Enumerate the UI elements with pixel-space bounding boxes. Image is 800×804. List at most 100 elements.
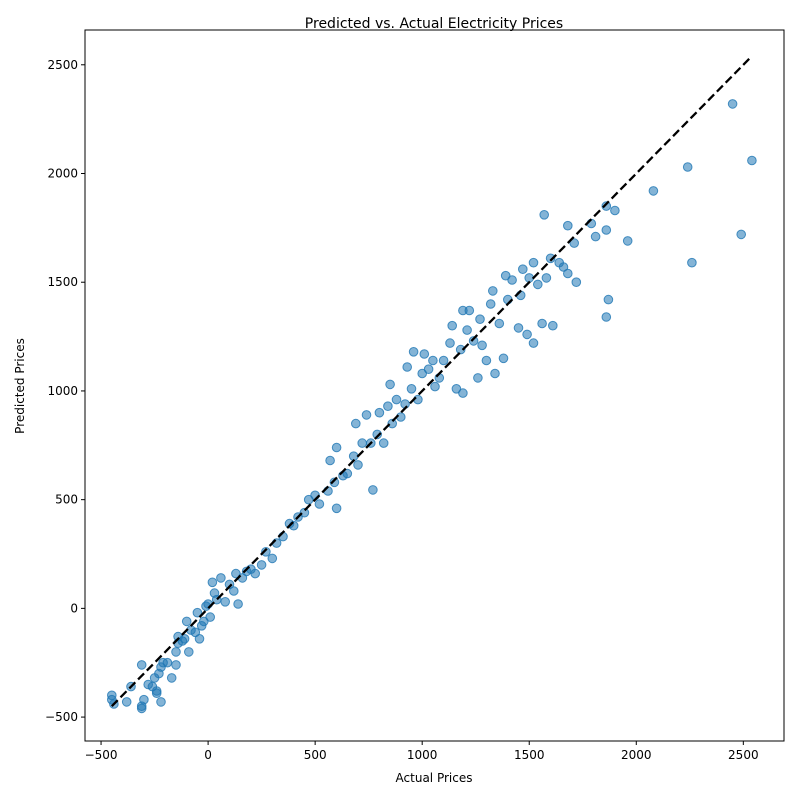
data-point: [136, 660, 147, 670]
data-point: [601, 312, 612, 322]
data-point: [250, 568, 260, 579]
x-axis-label: Actual Prices: [396, 771, 473, 785]
data-point: [601, 201, 612, 211]
x-tick-label: 1000: [407, 748, 438, 762]
x-tick-label: 0: [204, 748, 212, 762]
data-point: [385, 379, 395, 390]
reference-line: [110, 55, 753, 708]
data-point: [408, 347, 419, 357]
data-point: [402, 362, 413, 372]
data-point: [368, 485, 378, 495]
data-point: [205, 612, 215, 622]
data-point: [571, 277, 582, 288]
y-tick-label: 2500: [47, 58, 78, 72]
data-point: [374, 407, 385, 418]
data-point: [361, 410, 372, 420]
y-tick-label: −500: [45, 710, 78, 724]
data-point: [162, 657, 173, 668]
data-point: [331, 442, 342, 453]
data-point: [462, 325, 472, 335]
plot-frame: [84, 29, 785, 742]
data-point: [513, 323, 524, 333]
data-point: [325, 455, 335, 466]
data-point: [423, 364, 434, 375]
data-point: [545, 253, 556, 264]
data-point: [331, 503, 342, 514]
data-point: [357, 438, 368, 448]
data-point: [468, 336, 479, 346]
data-point: [378, 438, 389, 448]
y-tick-label: 2000: [47, 167, 78, 181]
data-point: [342, 468, 353, 479]
data-point: [477, 340, 487, 351]
data-point: [687, 257, 697, 268]
data-point: [171, 660, 181, 670]
data-point: [727, 99, 738, 109]
x-axis-ticks: −500 0 500 1000 1500 2000 2500: [85, 741, 759, 762]
data-point: [498, 353, 509, 364]
data-point: [736, 229, 747, 240]
data-point: [455, 344, 466, 355]
data-point: [406, 384, 417, 394]
chart-title: Predicted vs. Actual Electricity Prices: [305, 16, 563, 32]
y-axis-label: Predicted Prices: [13, 338, 27, 434]
data-point: [207, 577, 218, 588]
data-point: [558, 262, 569, 272]
data-point: [151, 686, 162, 696]
data-point: [194, 634, 205, 644]
data-point: [445, 338, 455, 348]
data-point: [451, 384, 462, 394]
data-point: [569, 238, 580, 248]
data-point: [490, 368, 500, 379]
data-point: [220, 597, 230, 607]
data-point: [481, 355, 492, 366]
data-point: [267, 553, 278, 564]
data-point: [533, 279, 543, 290]
data-point: [473, 373, 483, 383]
data-point: [121, 697, 132, 707]
data-point: [299, 507, 310, 518]
data-point: [747, 155, 757, 166]
data-point: [485, 299, 496, 309]
data-point: [303, 494, 314, 505]
x-tick-label: 1500: [514, 748, 545, 762]
data-point: [171, 647, 181, 657]
data-point: [179, 634, 190, 644]
y-tick-label: 1000: [47, 384, 78, 398]
data-point: [458, 388, 468, 398]
data-point: [139, 694, 149, 705]
data-point: [430, 381, 440, 392]
data-point: [610, 205, 620, 216]
data-point: [216, 573, 226, 583]
data-point: [528, 257, 539, 268]
data-point: [351, 418, 361, 429]
data-point: [428, 355, 438, 366]
data-point: [192, 607, 203, 618]
data-point: [419, 349, 430, 359]
data-point: [464, 305, 475, 316]
data-point: [256, 560, 267, 570]
data-point: [522, 329, 532, 340]
data-point: [518, 264, 528, 275]
data-point: [314, 499, 325, 509]
data-point: [507, 275, 517, 285]
data-point: [229, 586, 239, 596]
data-point: [438, 355, 449, 366]
y-tick-label: 1500: [47, 275, 78, 289]
x-tick-label: 2500: [728, 748, 759, 762]
data-point: [353, 460, 363, 470]
data-point: [224, 579, 235, 590]
data-point: [537, 318, 547, 329]
data-point: [447, 320, 458, 331]
data-point: [548, 320, 558, 331]
x-tick-label: 2000: [621, 748, 652, 762]
data-point: [488, 286, 498, 296]
data-point: [475, 314, 485, 325]
y-tick-label: 500: [55, 493, 78, 507]
data-point: [528, 338, 539, 348]
data-point: [184, 647, 194, 657]
data-point: [391, 394, 402, 405]
data-point: [622, 236, 633, 246]
data-point: [383, 401, 393, 412]
